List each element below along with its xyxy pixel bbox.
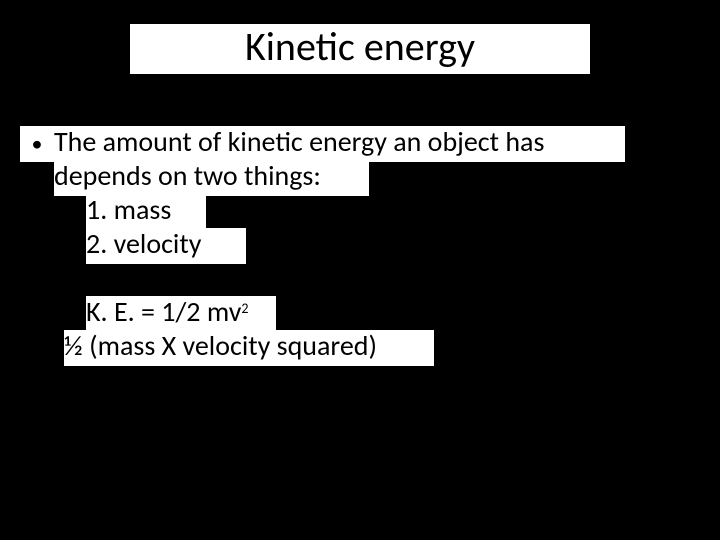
list-item-1-container: 1. mass — [86, 194, 206, 230]
bullet-text-line-1: The amount of kinetic energy an object h… — [54, 126, 544, 158]
list-item-2: 2. velocity — [86, 226, 201, 261]
bullet-line-2-container: depends on two things: — [54, 160, 369, 196]
formula-exponent: 2 — [241, 300, 248, 317]
bullet-text-line-2: depends on two things: — [54, 158, 321, 193]
list-item-2-container: 2. velocity — [86, 228, 246, 264]
list-item-1: 1. mass — [86, 192, 171, 227]
explanation-container: ½ (mass X velocity squared) — [64, 330, 434, 366]
formula-base: K. E. = 1/2 mv — [86, 294, 241, 329]
formula-text: K. E. = 1/2 mv2 — [86, 294, 248, 329]
bullet-marker: • — [20, 130, 54, 159]
formula-explanation: ½ (mass X velocity squared) — [64, 328, 377, 363]
slide: Kinetic energy • The amount of kinetic e… — [0, 0, 720, 540]
formula-container: K. E. = 1/2 mv2 — [86, 296, 276, 332]
title-container: Kinetic energy — [130, 24, 590, 74]
slide-title: Kinetic energy — [138, 26, 582, 68]
bullet-line-1-container: • The amount of kinetic energy an object… — [20, 126, 625, 162]
